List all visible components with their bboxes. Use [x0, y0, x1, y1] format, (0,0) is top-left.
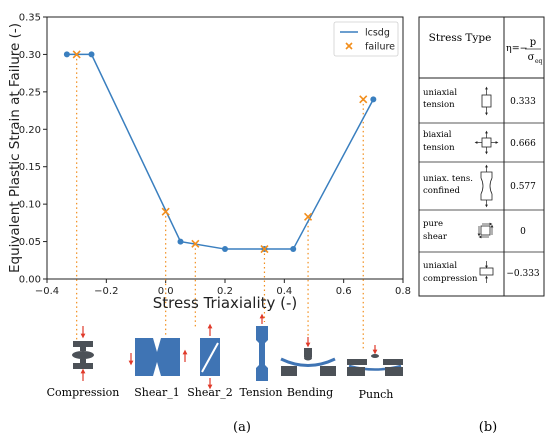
- row-5-value: −0.333: [506, 269, 540, 279]
- row-4-type: pure shear: [423, 219, 448, 242]
- stress-type-table: Stress Type η=− p σ eq uniaxial tension …: [418, 16, 545, 297]
- compression-specimen-icon: [72, 326, 94, 381]
- x-tick-label: 0.2: [217, 286, 233, 297]
- shear-2-specimen-icon: [200, 323, 220, 390]
- x-tick-label: 0.4: [276, 286, 292, 297]
- y-axis-label: Equivalent Plastic Strain at Failure (-): [7, 23, 23, 273]
- table-header-stress: Stress Type: [429, 32, 492, 44]
- specimen-label-compression: Compression: [47, 386, 120, 399]
- x-axis-label: Stress Triaxiality (-): [153, 294, 298, 312]
- row-5-type: uniaxial compression: [423, 261, 478, 284]
- failure-point: [72, 50, 81, 59]
- legend-label-failure: failure: [365, 42, 395, 53]
- failure-series: [72, 50, 368, 254]
- biaxial-tension-icon: [474, 130, 499, 155]
- y-tick-label: 0.10: [19, 200, 41, 211]
- y-axis-ticks: 0.00 0.05 0.10 0.15 0.20 0.25 0.30 0.35: [19, 13, 47, 286]
- legend: lcsdg failure: [333, 21, 399, 57]
- y-tick-label: 0.05: [19, 237, 41, 248]
- y-tick-label: 0.25: [19, 87, 41, 98]
- uniaxial-tension-icon: [481, 86, 492, 116]
- failure-point: [359, 95, 368, 104]
- legend-x-swatch: [345, 42, 353, 50]
- lcsdg-point: [290, 246, 297, 253]
- tension-specimen-icon: [256, 313, 268, 381]
- shear-1-specimen-icon: [128, 338, 188, 376]
- lcsdg-point: [63, 51, 70, 58]
- specimen-label-tension: Tension: [240, 386, 283, 399]
- specimens: Compression Shear_1 Shear_2 Tension Bend…: [47, 313, 403, 401]
- failure-drop-lines: [76, 54, 364, 350]
- y-tick-label: 0.15: [19, 162, 41, 173]
- y-tick-label: 0.00: [19, 275, 41, 286]
- specimen-label-shear-2: Shear_2: [187, 386, 232, 399]
- triaxiality-chart: 0.000.050.100.150.200.250.300.35 −0.4 −0.…: [7, 13, 411, 350]
- legend-label-lcsdg: lcsdg: [365, 28, 390, 39]
- y-tick-label: 0.20: [19, 125, 41, 136]
- lcsdg-point: [222, 246, 228, 253]
- uniaxial-compression-icon: [479, 261, 494, 283]
- panel-label-b: (b): [479, 420, 497, 435]
- table-header-p: p: [530, 37, 536, 48]
- x-tick-label: −0.4: [35, 286, 59, 297]
- failure-point: [260, 244, 269, 254]
- row-2-value: 0.666: [510, 139, 536, 149]
- y-tick-label: 0.35: [19, 13, 41, 24]
- lcsdg-point: [370, 96, 377, 103]
- notched-specimen-icon: [480, 164, 493, 208]
- lcsdg-point: [177, 238, 184, 245]
- lcsdg-point: [88, 51, 95, 58]
- specimen-label-bending: Bending: [287, 386, 333, 399]
- table-header-sigma: σ: [528, 52, 535, 63]
- row-1-value: 0.333: [510, 97, 536, 107]
- x-tick-label: 0.0: [158, 286, 174, 297]
- failure-point: [191, 239, 200, 248]
- row-4-value: 0: [520, 227, 526, 237]
- x-axis-ticks: −0.4 −0.2 0.0 0.2 0.4 0.6 0.8: [35, 279, 411, 297]
- table-header-eta: η=−: [506, 43, 528, 54]
- row-1-type: uniaxial tension: [423, 88, 460, 110]
- specimen-label-punch: Punch: [359, 388, 394, 401]
- failure-point: [161, 207, 170, 216]
- x-tick-label: 0.8: [395, 286, 411, 297]
- x-tick-label: −0.2: [94, 286, 118, 297]
- table-header-eq: eq: [535, 58, 543, 65]
- y-tick-label: 0.30: [19, 50, 41, 61]
- row-3-type: uniax. tens. confined: [423, 174, 476, 196]
- table-frame: [418, 16, 545, 297]
- bending-specimen-icon: [280, 337, 336, 376]
- panel-label-a: (a): [233, 420, 251, 435]
- row-3-value: 0.577: [510, 182, 536, 192]
- punch-specimen-icon: [347, 345, 403, 376]
- failure-point: [304, 212, 313, 221]
- x-tick-label: 0.6: [336, 286, 352, 297]
- lcsdg-line: [66, 53, 374, 250]
- pure-shear-icon: [477, 222, 494, 239]
- lcsdg-series: [63, 51, 377, 253]
- row-2-type: biaxial tension: [423, 130, 455, 153]
- specimen-label-shear-1: Shear_1: [134, 386, 179, 399]
